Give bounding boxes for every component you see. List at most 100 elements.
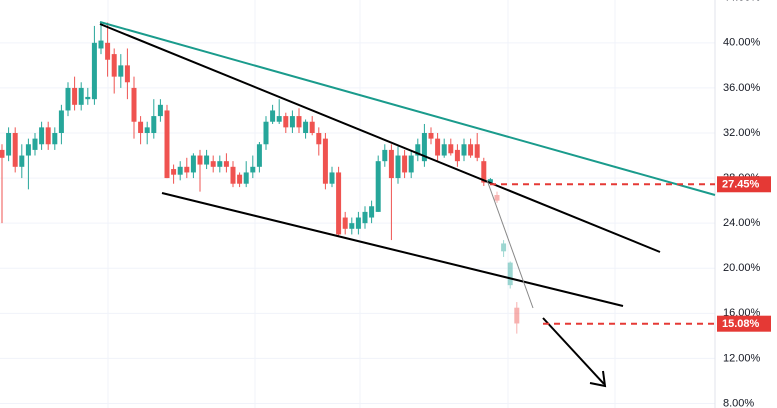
candle	[157, 99, 163, 122]
price-label: 15.08%	[722, 318, 760, 330]
y-tick-label: 40.00%	[723, 37, 761, 49]
candle-body	[45, 127, 51, 145]
candle	[52, 127, 58, 150]
candle	[349, 217, 355, 235]
candle	[501, 240, 507, 257]
candle-body	[217, 161, 223, 167]
y-tick-label: 44.00%	[723, 0, 761, 4]
candle-body	[52, 132, 58, 145]
candle	[223, 153, 229, 173]
candle-body	[65, 87, 71, 111]
candle	[395, 146, 401, 184]
candle	[362, 206, 368, 229]
candle	[105, 22, 111, 77]
candle-body	[349, 223, 355, 229]
candle	[39, 121, 45, 150]
candle	[124, 48, 130, 100]
candle	[111, 48, 117, 94]
candle-body	[243, 172, 249, 184]
candle-body	[25, 144, 31, 156]
candle-body	[250, 166, 256, 173]
candle	[289, 110, 295, 133]
y-tick-label: 8.00%	[723, 397, 754, 408]
candle	[171, 164, 177, 184]
candle-body	[0, 149, 5, 158]
price-label-bg	[717, 176, 771, 193]
candle-body	[263, 121, 269, 145]
candle-body	[461, 144, 467, 156]
candle-body	[237, 174, 243, 184]
y-tick-label: 12.00%	[723, 352, 761, 364]
candle-body	[303, 121, 309, 133]
candle	[164, 104, 170, 179]
candle	[210, 155, 216, 173]
candle	[402, 149, 408, 179]
candle	[309, 116, 315, 136]
candle-body	[487, 179, 493, 183]
candle	[197, 149, 203, 192]
candle	[415, 138, 421, 162]
candle	[250, 155, 256, 179]
candle-body	[6, 132, 12, 156]
candle-body	[448, 144, 454, 154]
candle-body	[428, 132, 434, 139]
candle	[329, 166, 335, 188]
candle-body	[395, 155, 401, 179]
candle-body	[362, 211, 368, 224]
candle-body	[19, 155, 25, 167]
candle-body	[468, 144, 474, 156]
candle-body	[164, 110, 170, 179]
candle-body	[382, 149, 388, 162]
candle	[421, 123, 427, 167]
candle	[388, 144, 394, 241]
candle-body	[118, 65, 124, 77]
candle	[494, 191, 500, 203]
candle	[243, 161, 249, 188]
candle-body	[289, 116, 295, 128]
candle	[237, 172, 243, 188]
candle	[507, 261, 513, 289]
candle	[32, 132, 38, 156]
candle	[342, 211, 348, 235]
candle	[283, 112, 289, 133]
candle-body	[481, 161, 487, 183]
vertical-grid	[107, 0, 616, 408]
candle	[256, 142, 262, 173]
candle-body	[435, 138, 441, 156]
candle	[131, 76, 137, 139]
candle-body	[507, 262, 513, 286]
trendline	[99, 23, 661, 253]
candle-body	[408, 155, 414, 173]
candle-body	[32, 138, 38, 150]
y-tick-label: 20.00%	[723, 262, 761, 274]
candle-body	[501, 243, 507, 252]
candle	[382, 144, 388, 167]
candle-body	[421, 132, 427, 162]
candle	[91, 25, 97, 105]
candle	[45, 121, 51, 150]
price-label-bg	[717, 315, 771, 332]
candle-body	[415, 144, 421, 156]
candle-body	[78, 87, 84, 105]
candle	[369, 200, 375, 224]
candle-body	[355, 217, 361, 229]
candle	[468, 138, 474, 158]
candle-body	[58, 110, 64, 133]
candle	[204, 149, 210, 170]
candle-body	[197, 155, 203, 165]
candle	[85, 87, 91, 105]
candle-body	[12, 132, 18, 167]
candle-body	[329, 172, 335, 184]
candle-body	[276, 116, 282, 122]
trendline	[161, 192, 624, 307]
candle-body	[322, 138, 328, 184]
arrow-head	[589, 370, 607, 388]
candle-body	[177, 166, 183, 175]
candle	[474, 132, 480, 162]
candle-body	[157, 104, 163, 117]
candle	[355, 211, 361, 235]
candle-body	[91, 42, 97, 100]
candle-body	[230, 166, 236, 184]
candle-body	[190, 155, 196, 173]
